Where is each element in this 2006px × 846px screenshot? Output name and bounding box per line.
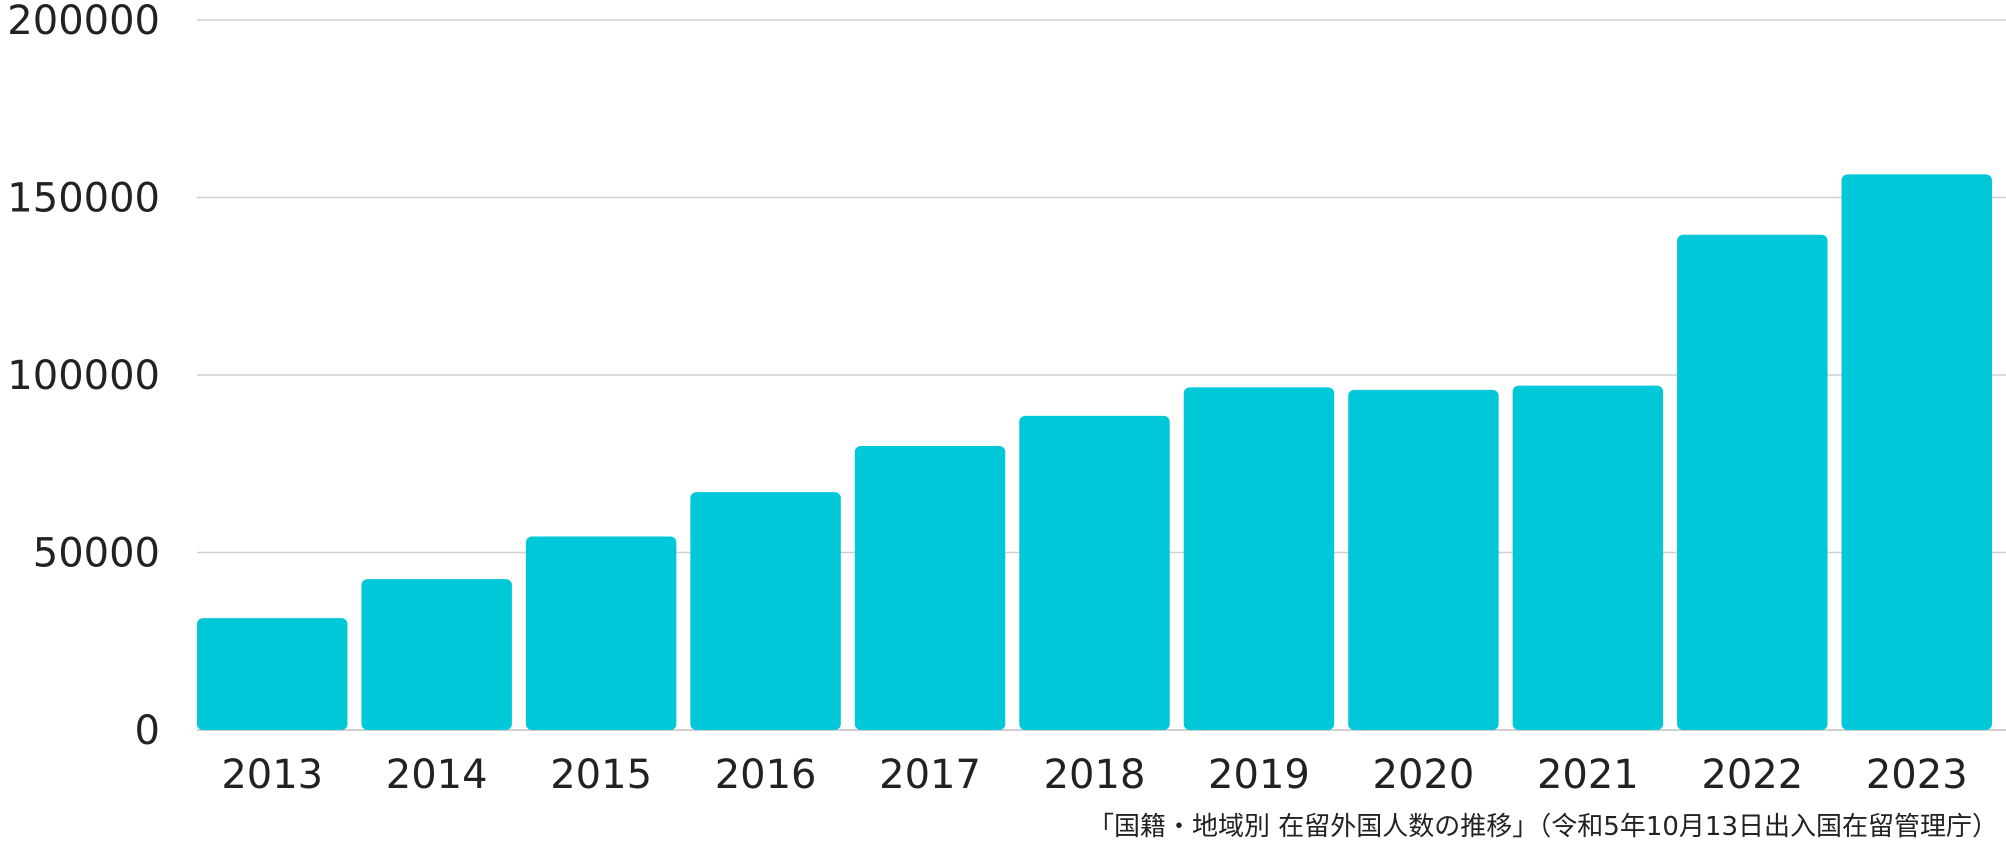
bar-2019 [1183,387,1335,730]
y-tick-label: 50000 [33,531,160,577]
x-tick-label: 2014 [386,752,488,798]
x-tick-label: 2013 [221,752,323,798]
y-tick-label: 0 [135,708,160,754]
bar-2023 [1841,174,1992,731]
bar-2017 [854,446,1006,730]
x-tick-label: 2019 [1208,752,1310,798]
bar-2022 [1677,234,1828,730]
bar-2016 [690,492,841,730]
x-tick-label: 2016 [715,752,817,798]
bars [197,174,1992,731]
bar-2018 [1019,415,1170,730]
bar-2013 [197,618,348,730]
x-tick-label: 2021 [1537,752,1639,798]
x-tick-label: 2023 [1866,752,1968,798]
bar-2015 [525,536,677,730]
bar-2014 [361,579,512,730]
x-axis-ticks: 2013 2014 2015 2016 2017 2018 2019 2020 2021 2022… [221,752,1967,798]
x-tick-label: 2018 [1044,752,1146,798]
y-tick-label: 150000 [7,176,160,222]
y-tick-label: 200000 [7,0,160,44]
y-axis-ticks: 0 50000 100000 150000 200000 [7,0,160,754]
x-tick-label: 2017 [879,752,981,798]
x-tick-label: 2020 [1373,752,1475,798]
x-tick-label: 2022 [1701,752,1803,798]
source-note: 「国籍・地域別 在留外国人数の推移」（令和5年10月13日出入国在留管理庁） [1088,812,1998,842]
bar-2020 [1348,389,1499,730]
x-tick-label: 2015 [550,752,652,798]
bar-2021 [1512,385,1664,730]
y-tick-label: 100000 [7,353,160,399]
